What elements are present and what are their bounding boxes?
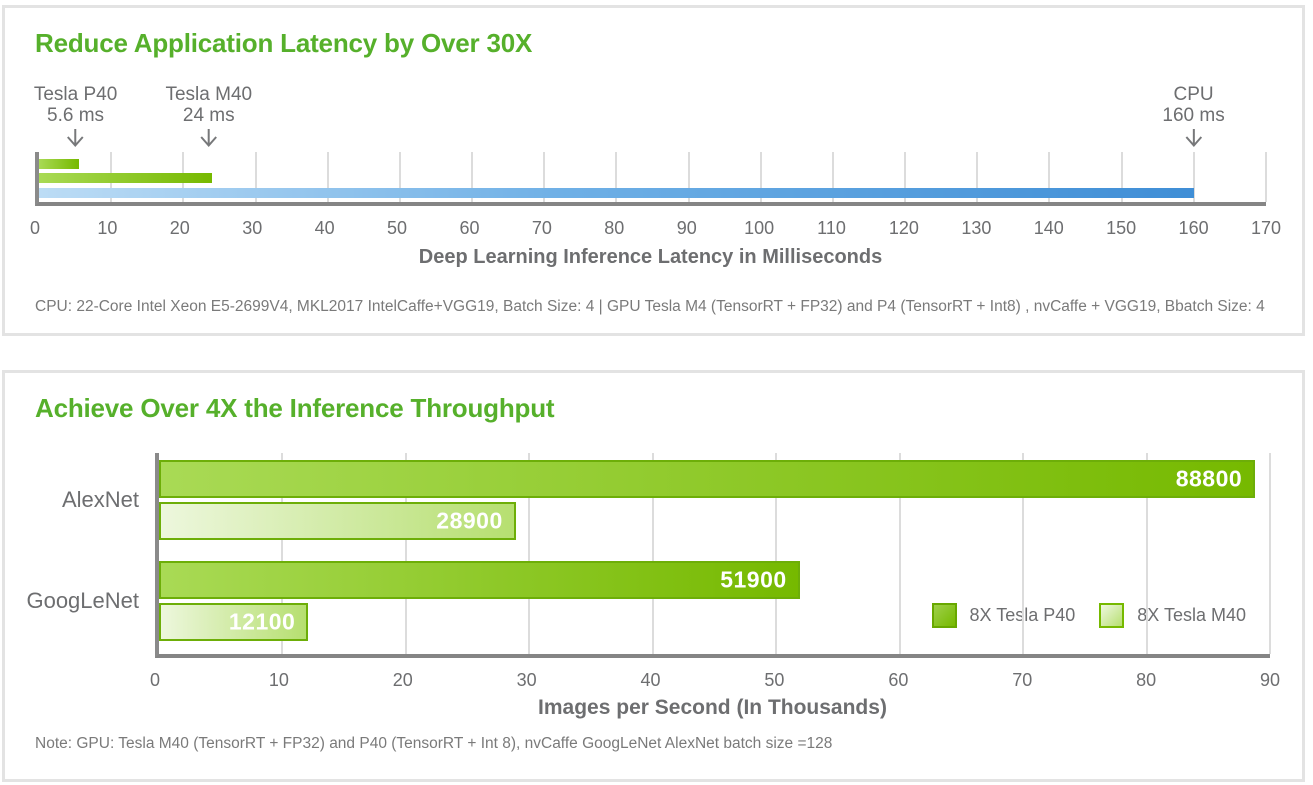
latency-footnote: CPU: 22-Core Intel Xeon E5-2699V4, MKL20… <box>35 298 1265 315</box>
annotation-tesla-m40: Tesla M40 24 ms <box>165 84 252 152</box>
annotation-device-label: Tesla M40 <box>165 84 253 105</box>
throughput-x-ticks: 0 10 20 30 40 50 60 70 80 90 <box>150 670 1280 694</box>
legend-label: 8X Tesla M40 <box>1137 605 1246 625</box>
x-tick-label: 60 <box>459 218 480 238</box>
x-tick-label: 70 <box>1012 670 1033 690</box>
gridline <box>1022 453 1025 654</box>
annotation-cpu: CPU 160 ms <box>1162 84 1225 152</box>
x-tick-label: 40 <box>314 218 335 238</box>
throughput-legend: 8X Tesla P40 8X Tesla M40 <box>931 603 1246 628</box>
gridline <box>1269 453 1271 654</box>
latency-title: Reduce Application Latency by Over 30X <box>35 28 533 58</box>
x-tick-label: 70 <box>531 218 552 238</box>
throughput-note: Note: GPU: Tesla M40 (TensorRT + FP32) a… <box>35 735 833 752</box>
down-arrow-icon <box>198 128 220 152</box>
gridline <box>775 453 778 654</box>
throughput-chart: 8X Tesla P40 8X Tesla M40 88800 28900 AlexN… <box>26 453 1280 720</box>
gridline <box>831 152 834 202</box>
gridline <box>398 152 401 202</box>
annotation-device-label: Tesla P40 <box>33 84 118 105</box>
annotation-value-label: 24 ms <box>182 105 235 126</box>
annotation-value-label: 5.6 ms <box>47 105 105 126</box>
x-tick-label: 120 <box>888 218 919 238</box>
x-tick-label: 90 <box>1259 670 1281 690</box>
latency-x-axis-label: Deep Learning Inference Latency in Milli… <box>418 246 883 268</box>
x-tick-label: 130 <box>961 218 992 238</box>
gridline <box>254 152 257 202</box>
gridline <box>543 152 546 202</box>
annotation-device-label: CPU <box>1173 84 1214 105</box>
gridline <box>404 453 407 654</box>
x-tick-label: 50 <box>764 670 785 690</box>
gridline <box>471 152 474 202</box>
throughput-title: Achieve Over 4X the Inference Throughput <box>35 393 555 423</box>
x-tick-label: 90 <box>676 218 697 238</box>
gridline <box>651 453 654 654</box>
x-tick-label: 100 <box>744 218 775 238</box>
gridline <box>326 152 329 202</box>
gridline <box>1120 152 1123 202</box>
bar-alexnet-8x-tesla-m40: 28900 <box>159 502 516 540</box>
gridline <box>1048 152 1051 202</box>
latency-annotations: Tesla P40 5.6 ms Tesla M40 24 ms CPU 160 ms <box>34 84 1266 152</box>
x-tick-label: 0 <box>149 670 161 690</box>
latency-chart: Tesla P40 5.6 ms Tesla M40 24 ms CPU 160 ms 0… <box>30 84 1281 269</box>
down-arrow-icon <box>65 128 87 152</box>
latency-panel: Reduce Application Latency by Over 30X T… <box>2 5 1305 336</box>
gridline <box>281 453 284 654</box>
bar-alexnet-8x-tesla-p40: 88800 <box>159 460 1256 498</box>
down-arrow-icon <box>1183 128 1205 152</box>
gridline <box>615 152 618 202</box>
throughput-x-axis-label: Images per Second (In Thousands) <box>538 696 887 719</box>
x-tick-label: 170 <box>1250 218 1282 238</box>
bar-value-label: 51900 <box>720 566 787 593</box>
x-tick-label: 30 <box>242 218 263 238</box>
bar-tesla-m40 <box>39 173 213 183</box>
bar-value-label: 88800 <box>1175 465 1243 492</box>
legend-item-8x-tesla-m40: 8X Tesla M40 <box>1099 603 1246 628</box>
bar-value-label: 12100 <box>228 608 296 635</box>
x-tick-label: 160 <box>1178 218 1209 238</box>
x-tick-label: 80 <box>604 218 625 238</box>
x-tick-label: 110 <box>817 218 846 238</box>
gridline <box>904 152 907 202</box>
x-tick-label: 60 <box>888 670 909 690</box>
gridline <box>1265 152 1267 202</box>
bar-tesla-p40 <box>39 159 80 169</box>
legend-item-8x-tesla-p40: 8X Tesla P40 <box>931 603 1075 628</box>
legend-swatch-p40 <box>931 603 957 628</box>
bar-value-label: 28900 <box>436 507 503 534</box>
category-label-alexnet: AlexNet <box>61 487 139 512</box>
x-tick-label: 0 <box>29 218 41 238</box>
gridline <box>528 453 531 654</box>
gridline <box>976 152 979 202</box>
gridline <box>687 152 690 202</box>
x-tick-label: 20 <box>392 670 413 690</box>
x-tick-label: 10 <box>268 670 289 690</box>
x-tick-label: 140 <box>1033 218 1064 238</box>
bar-cpu <box>39 188 1194 198</box>
bar-googlenet-8x-tesla-p40: 51900 <box>159 561 800 599</box>
x-tick-label: 150 <box>1106 218 1137 238</box>
bar-googlenet-8x-tesla-m40: 12100 <box>159 603 309 641</box>
gridline <box>1192 152 1195 202</box>
annotation-tesla-p40: Tesla P40 5.6 ms <box>34 84 117 152</box>
latency-x-ticks: 0 10 20 30 40 50 60 70 80 90 100 110 120 130 140 150 160… <box>30 218 1281 242</box>
x-tick-label: 30 <box>516 670 537 690</box>
x-tick-label: 20 <box>169 218 190 238</box>
gridline <box>1145 453 1148 654</box>
throughput-plot: 8X Tesla P40 8X Tesla M40 88800 28900 AlexN… <box>26 453 1271 658</box>
latency-plot <box>35 152 1267 206</box>
category-label-googlenet: GoogLeNet <box>26 588 139 613</box>
x-tick-label: 50 <box>387 218 408 238</box>
legend-swatch-m40 <box>1099 603 1125 628</box>
x-tick-label: 10 <box>97 218 118 238</box>
throughput-panel: Achieve Over 4X the Inference Throughput… <box>2 370 1305 782</box>
annotation-value-label: 160 ms <box>1162 105 1225 126</box>
gridline <box>898 453 901 654</box>
x-tick-label: 40 <box>640 670 661 690</box>
gridline <box>759 152 762 202</box>
x-tick-label: 80 <box>1136 670 1157 690</box>
